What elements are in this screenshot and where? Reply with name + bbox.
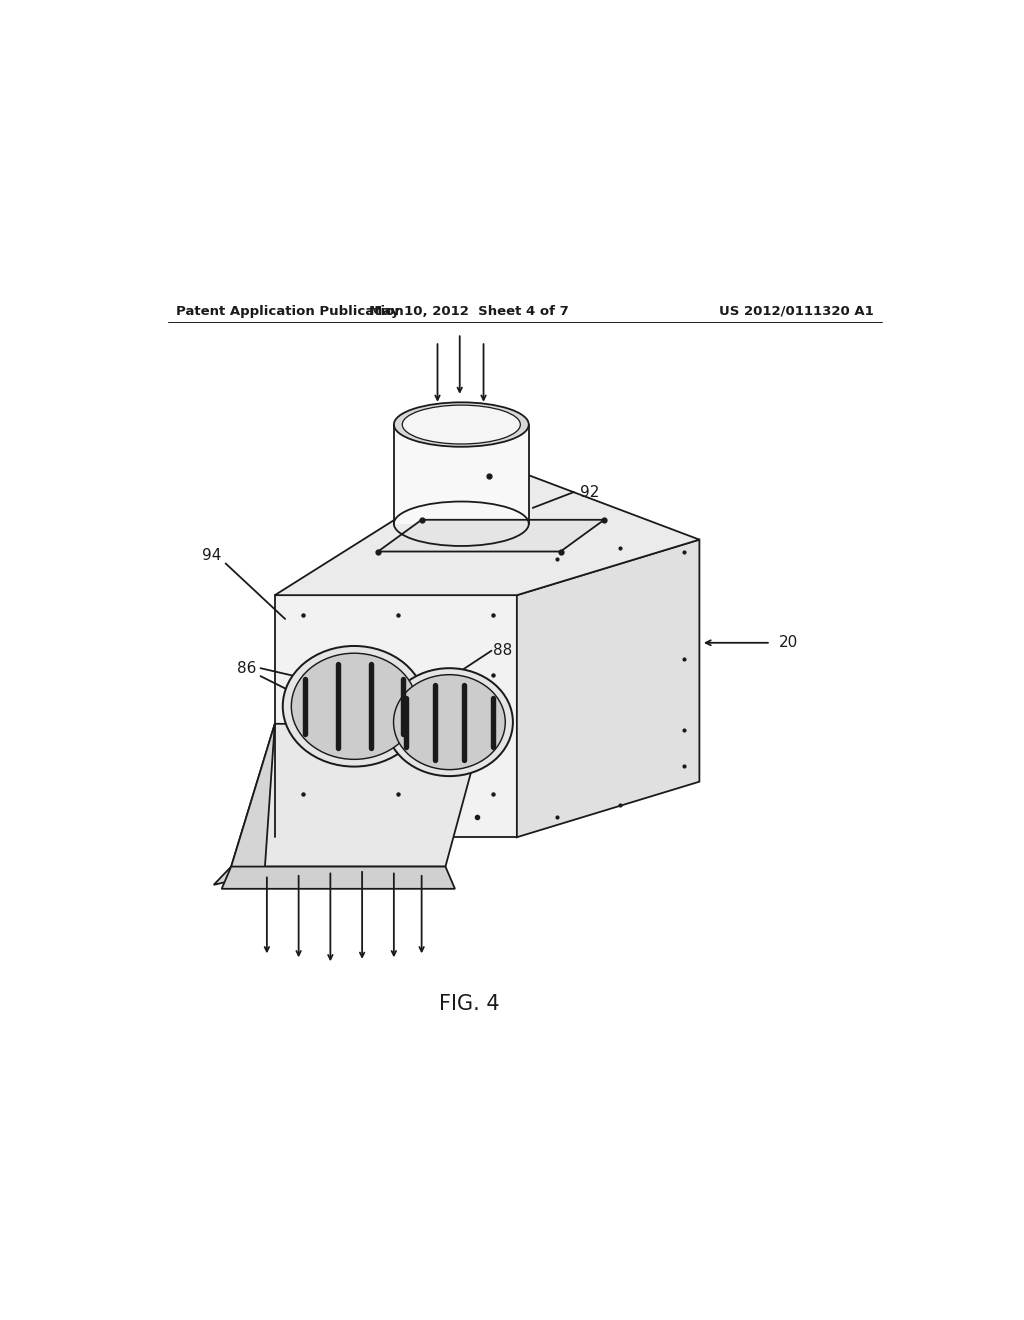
Polygon shape xyxy=(214,723,274,884)
Polygon shape xyxy=(231,723,483,867)
Ellipse shape xyxy=(394,403,528,446)
Text: FIG. 4: FIG. 4 xyxy=(439,994,500,1014)
Polygon shape xyxy=(517,540,699,837)
Text: 94: 94 xyxy=(203,548,221,564)
Text: 20: 20 xyxy=(778,635,798,651)
Polygon shape xyxy=(274,595,517,837)
Ellipse shape xyxy=(386,668,513,776)
Polygon shape xyxy=(394,425,528,524)
Text: US 2012/0111320 A1: US 2012/0111320 A1 xyxy=(719,305,873,318)
Text: May 10, 2012  Sheet 4 of 7: May 10, 2012 Sheet 4 of 7 xyxy=(370,305,569,318)
Ellipse shape xyxy=(291,653,417,759)
Ellipse shape xyxy=(402,405,520,444)
Ellipse shape xyxy=(393,675,505,770)
Ellipse shape xyxy=(283,645,426,767)
Polygon shape xyxy=(274,461,699,595)
Text: 88: 88 xyxy=(494,643,512,659)
Polygon shape xyxy=(221,867,455,888)
Text: Patent Application Publication: Patent Application Publication xyxy=(176,305,403,318)
Text: 86: 86 xyxy=(238,661,257,676)
Polygon shape xyxy=(378,520,604,552)
Text: 92: 92 xyxy=(581,484,600,499)
